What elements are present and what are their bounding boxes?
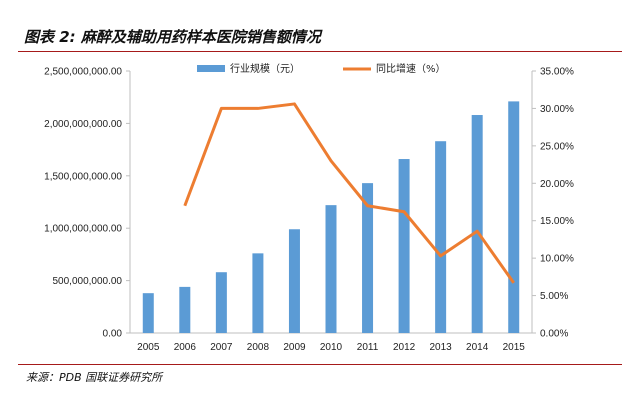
x-tick-label: 2009 <box>283 342 306 353</box>
y-right-tick-label: 35.00% <box>540 67 574 78</box>
y-left-tick-label: 2,500,000,000.00 <box>44 67 122 78</box>
y-right-tick-label: 15.00% <box>540 216 574 227</box>
x-tick-label: 2010 <box>320 342 343 353</box>
x-tick-label: 2012 <box>393 342 416 353</box>
y-right-tick-label: 10.00% <box>540 254 574 265</box>
y-left-tick-label: 1,000,000,000.00 <box>44 224 122 235</box>
bar-2005 <box>142 293 154 333</box>
x-tick-label: 2014 <box>466 342 489 353</box>
growth-line <box>183 102 515 284</box>
bar-2015 <box>508 101 520 333</box>
x-tick-label: 2007 <box>210 342 233 353</box>
x-tick-label: 2005 <box>137 342 160 353</box>
bar-2012 <box>398 159 410 333</box>
y-left-tick-label: 1,500,000,000.00 <box>44 171 122 182</box>
bar-2009 <box>288 229 300 333</box>
bar-2007 <box>215 272 227 333</box>
y-right-tick-label: 25.00% <box>540 141 574 152</box>
bottom-divider <box>18 364 622 365</box>
y-left-tick-label: 0.00 <box>103 329 123 340</box>
x-tick-label: 2008 <box>247 342 270 353</box>
legend-label-bar: 行业规模（元） <box>230 62 300 75</box>
x-tick-label: 2013 <box>430 342 453 353</box>
legend-label-line: 同比增速（%） <box>376 62 446 75</box>
x-tick-label: 2011 <box>357 342 379 353</box>
y-left-tick-label: 500,000,000.00 <box>52 276 122 287</box>
bar-2011 <box>362 183 374 333</box>
y-right-tick-label: 0.00% <box>540 329 568 340</box>
chart-title: 图表 2: 麻醉及辅助用药样本医院销售额情况 <box>24 28 321 46</box>
bar-2010 <box>325 205 337 333</box>
bar-2014 <box>471 115 483 334</box>
y-right-tick-label: 30.00% <box>540 104 574 115</box>
x-tick-label: 2006 <box>174 342 197 353</box>
legend-swatch-bar <box>197 65 225 72</box>
source-note: 来源：PDB 国联证券研究所 <box>26 371 163 384</box>
y-right-tick-label: 20.00% <box>540 179 574 190</box>
x-tick-label: 2015 <box>503 342 526 353</box>
y-left-tick-label: 2,000,000,000.00 <box>44 119 122 130</box>
bar-2006 <box>179 286 191 333</box>
bar-2008 <box>252 253 264 333</box>
top-divider <box>18 51 622 52</box>
bar-2013 <box>435 141 447 333</box>
y-right-tick-label: 5.00% <box>540 291 568 302</box>
